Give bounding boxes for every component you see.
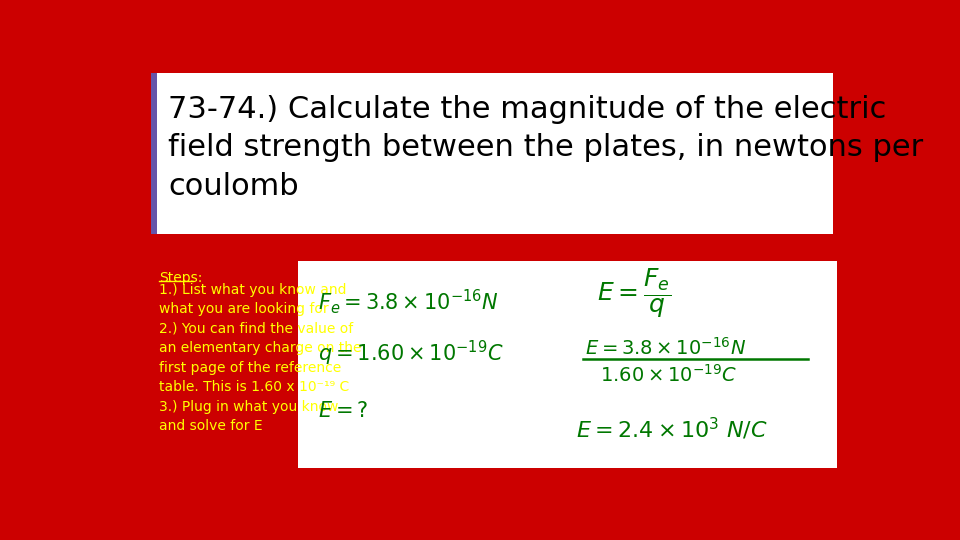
Text: $E = ?$: $E = ?$ [318, 401, 368, 421]
FancyBboxPatch shape [299, 261, 837, 468]
Text: $E= 2.4\times10^{3}\ N/C$: $E= 2.4\times10^{3}\ N/C$ [576, 416, 768, 442]
FancyBboxPatch shape [151, 72, 157, 234]
Text: $1.60\times10^{-19}C$: $1.60\times10^{-19}C$ [601, 364, 738, 386]
Text: 73-74.) Calculate the magnitude of the electric
field strength between the plate: 73-74.) Calculate the magnitude of the e… [168, 95, 924, 201]
Text: $q = 1.60\times10^{-19}C$: $q = 1.60\times10^{-19}C$ [318, 339, 503, 368]
Text: 1.) List what you know and
what you are looking for
2.) You can find the value o: 1.) List what you know and what you are … [158, 283, 361, 433]
Text: Steps:: Steps: [158, 271, 203, 285]
FancyBboxPatch shape [151, 72, 833, 234]
Text: $E = \dfrac{F_e}{q}$: $E = \dfrac{F_e}{q}$ [596, 267, 671, 320]
Text: $E= 3.8\times10^{-16}N$: $E= 3.8\times10^{-16}N$ [585, 336, 746, 359]
Text: $F_e= 3.8\times10^{-16}N$: $F_e= 3.8\times10^{-16}N$ [318, 287, 498, 315]
